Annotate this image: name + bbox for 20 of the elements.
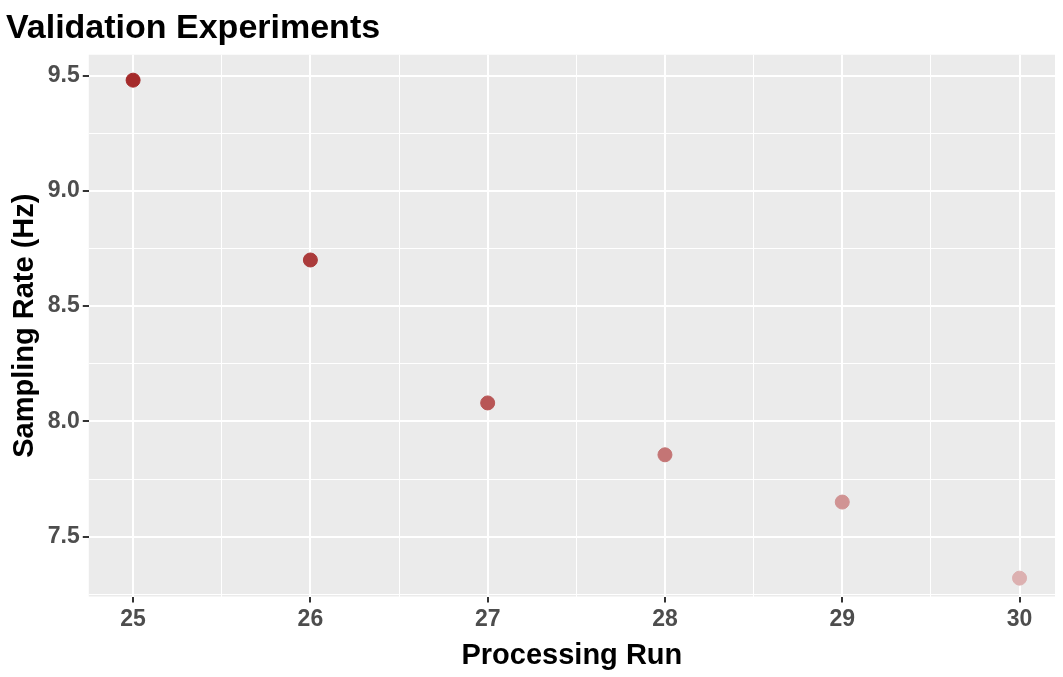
chart-title: Validation Experiments <box>6 6 381 45</box>
y-tick-label: 8.5 <box>47 291 80 318</box>
point <box>834 494 850 510</box>
x-tick-label: 29 <box>829 604 856 631</box>
point <box>302 252 318 268</box>
point <box>1012 570 1028 586</box>
y-tick-label: 8.0 <box>47 406 80 433</box>
x-tick-label: 30 <box>1006 604 1033 631</box>
y-tick-label: 9.0 <box>47 176 80 203</box>
x-tick-label: 27 <box>474 604 501 631</box>
point <box>657 447 673 463</box>
point <box>125 72 141 88</box>
y-tick-label: 7.5 <box>47 522 80 548</box>
x-axis-title: Processing Run <box>461 637 683 670</box>
x-tick-label: 26 <box>297 604 324 631</box>
x-tick-label: 25 <box>120 604 147 631</box>
point <box>480 395 496 411</box>
x-tick-label: 28 <box>652 604 678 631</box>
y-tick-label: 9.5 <box>47 60 80 87</box>
y-axis-title: Sampling Rate (Hz) <box>7 193 40 458</box>
